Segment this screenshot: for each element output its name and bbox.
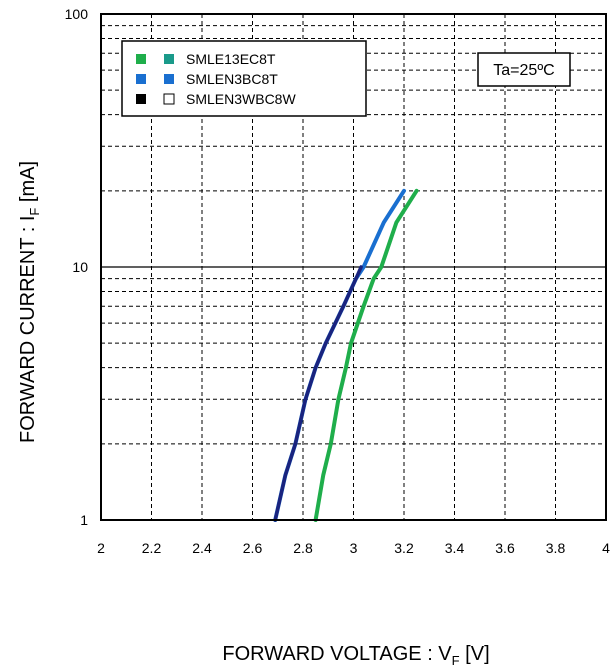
legend-swatch	[163, 93, 175, 105]
x-tick-label: 3.8	[546, 540, 566, 556]
x-tick-label: 2.8	[293, 540, 313, 556]
legend-swatch	[136, 74, 146, 84]
y-tick-label: 100	[65, 6, 89, 22]
legend-swatch	[164, 54, 174, 64]
x-axis-title: FORWARD VOLTAGE : VF [V]	[222, 643, 489, 668]
legend: SMLE13EC8T SMLEN3BC8T SMLEN3WBC8W	[121, 40, 367, 117]
series-line-1	[313, 188, 419, 522]
legend-label: SMLEN3WBC8W	[186, 91, 296, 107]
legend-swatch	[136, 54, 146, 64]
x-tick-label: 4	[602, 540, 610, 556]
x-tick-label: 2	[97, 540, 105, 556]
annotation: Ta=25ºC	[477, 52, 571, 87]
x-tick-label: 3.4	[445, 540, 465, 556]
x-tick-label: 2.2	[142, 540, 162, 556]
legend-label: SMLEN3BC8T	[186, 71, 278, 87]
y-axis-title: FORWARD CURRENT : IF [mA]	[17, 161, 42, 443]
series-line-2	[273, 188, 406, 522]
series-line-3	[273, 265, 363, 522]
ticks: 2 2.2 2.4 2.6 2.8 3 3.2 3.4 3.6 3.8 4 1 10 100	[65, 6, 610, 556]
x-tick-label: 3	[350, 540, 358, 556]
x-tick-label: 2.4	[192, 540, 212, 556]
annotation-text: Ta=25ºC	[493, 62, 554, 79]
plot-frame	[100, 13, 607, 521]
y-axis-title-sub: F	[27, 208, 42, 216]
legend-swatch	[164, 74, 174, 84]
y-tick-label: 1	[80, 512, 88, 528]
legend-box	[121, 40, 367, 117]
legend-label: SMLE13EC8T	[186, 51, 276, 67]
x-tick-label: 2.6	[243, 540, 263, 556]
x-tick-label: 3.6	[495, 540, 515, 556]
annotation-box	[477, 52, 571, 87]
series-layer	[273, 188, 419, 522]
x-axis-title-sub: F	[452, 653, 460, 668]
x-tick-label: 3.2	[394, 540, 414, 556]
y-tick-label: 10	[72, 259, 88, 275]
legend-swatch	[136, 94, 146, 104]
